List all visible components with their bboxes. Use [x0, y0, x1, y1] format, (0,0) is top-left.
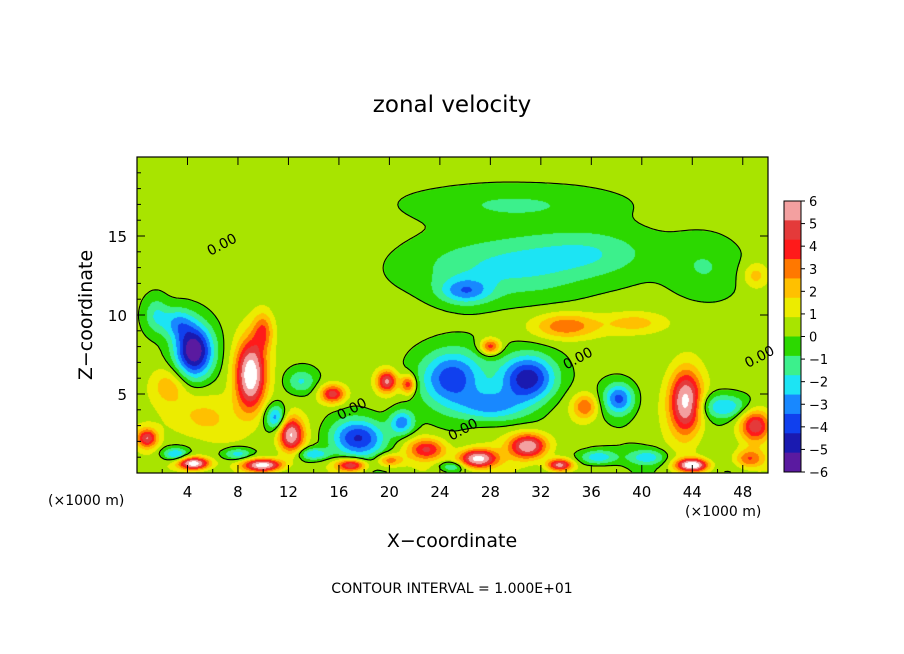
x-tick-label: 16 [329, 483, 348, 501]
colorbar-swatch [784, 220, 801, 241]
chart-title: zonal velocity [373, 92, 531, 118]
colorbar-swatch [784, 375, 801, 396]
colorbar-tick-label: −5 [809, 443, 828, 458]
contour-interval-note: CONTOUR INTERVAL = 1.000E+01 [331, 581, 572, 597]
colorbar-swatch [784, 394, 801, 415]
y-tick-label: 10 [108, 307, 127, 325]
x-tick-label: 12 [279, 483, 298, 501]
colorbar-tick-label: −4 [809, 421, 828, 436]
x-unit-label-left: (×1000 m) [48, 493, 124, 509]
velocity-field [137, 157, 768, 473]
colorbar-swatch [784, 452, 801, 473]
colorbar-swatch [784, 201, 801, 221]
y-tick-label: 15 [108, 228, 127, 246]
colorbar-swatch [784, 278, 801, 299]
x-tick-label: 36 [582, 483, 601, 501]
colorbar-swatch [784, 297, 801, 318]
colorbar-tick-label: 4 [809, 240, 817, 255]
y-axis-label: Z−coordinate [75, 250, 97, 380]
colorbar-tick-label: 3 [809, 263, 817, 278]
colorbar-tick-label: 1 [809, 308, 817, 323]
colorbar-swatch [784, 336, 801, 357]
x-tick-label: 28 [481, 483, 500, 501]
x-axis: 4 8 12 16 20 24 28 32 36 40 44 48 [161, 157, 752, 501]
x-axis-label: X−coordinate [387, 530, 517, 552]
x-unit-label-right: (×1000 m) [685, 504, 761, 520]
colorbar-swatch [784, 259, 801, 279]
y-axis: 5 10 15 [108, 172, 768, 458]
zero-contour-line [137, 181, 751, 473]
colorbar-tick-label: −1 [809, 353, 828, 368]
x-tick-label: 4 [183, 483, 193, 501]
colorbar-tick-label: −6 [809, 466, 828, 481]
colorbar-tick-label: −3 [809, 398, 828, 413]
x-tick-label: 8 [233, 483, 243, 501]
colorbar-swatch [784, 433, 801, 454]
colorbar-tick-label: −2 [809, 376, 828, 391]
colorbar-swatch [784, 317, 801, 337]
colorbar-swatch [784, 413, 801, 434]
colorbar-tick-label: 2 [809, 285, 817, 300]
y-tick-label: 5 [117, 386, 127, 404]
plot-area: 0.000.000.000.00 0.00 [136, 156, 777, 474]
colorbar-tick-label: 0 [809, 331, 817, 346]
zero-contours [137, 181, 751, 473]
x-tick-label: 48 [733, 483, 752, 501]
colorbar-swatch [784, 355, 801, 376]
colorbar-tick-label: 6 [809, 195, 817, 210]
colorbar-swatch [784, 239, 801, 260]
x-tick-label: 24 [430, 483, 449, 501]
colorbar-tick-label: 5 [809, 218, 817, 233]
x-tick-label: 40 [632, 483, 651, 501]
colorbar: 6 5 4 3 2 1 0 −1 −2 −3 −4 −5 −6 [783, 195, 828, 481]
x-tick-label: 44 [683, 483, 702, 501]
x-tick-label: 32 [531, 483, 550, 501]
x-tick-label: 20 [380, 483, 399, 501]
